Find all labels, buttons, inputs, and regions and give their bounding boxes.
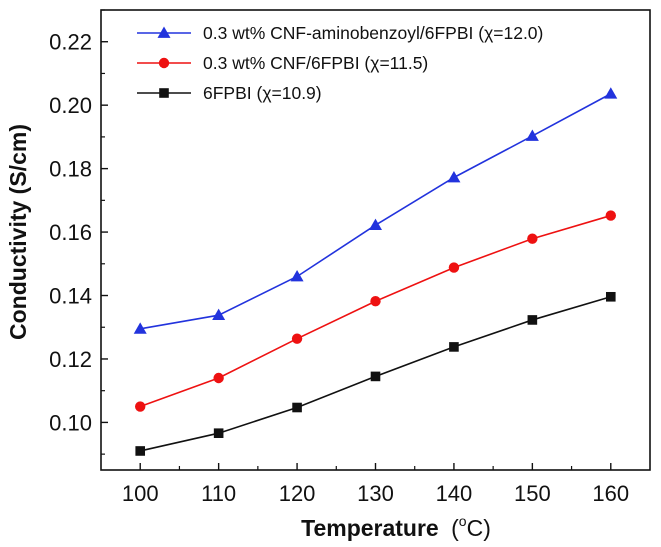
plot-frame <box>100 9 651 471</box>
legend-item-1: 0.3 wt% CNF-aminobenzoyl/6FPBI (χ=12.0) <box>137 23 543 43</box>
legend-label: 6FPBI (χ=10.9) <box>203 83 322 103</box>
y-tick-label: 0.16 <box>49 220 92 245</box>
x-tick-label: 130 <box>357 481 394 506</box>
data-point <box>369 218 382 230</box>
data-point <box>605 291 616 302</box>
data-point <box>213 428 224 438</box>
x-tick-label: 140 <box>436 481 473 506</box>
legend-marker <box>157 26 171 38</box>
legend-label: 0.3 wt% CNF/6FPBI (χ=11.5) <box>203 53 428 73</box>
x-axis-celsius: C) <box>467 515 491 541</box>
series <box>133 87 618 456</box>
y-tick-label: 0.18 <box>49 157 92 182</box>
data-point <box>527 233 538 244</box>
data-point <box>448 262 460 273</box>
x-tick-label: 100 <box>122 481 159 506</box>
axes <box>100 9 651 471</box>
data-point <box>292 402 302 413</box>
x-tick-label: 110 <box>201 481 236 506</box>
data-point <box>213 372 224 384</box>
series-1 <box>133 87 618 334</box>
series-2 <box>135 210 616 412</box>
data-point <box>447 171 461 183</box>
y-axis-title: Conductivity (S/cm) <box>5 124 31 340</box>
data-point <box>135 446 146 456</box>
legend: 0.3 wt% CNF-aminobenzoyl/6FPBI (χ=12.0) 0… <box>137 23 543 103</box>
y-tick-label: 0.20 <box>49 93 92 118</box>
x-tick-label: 150 <box>514 481 551 506</box>
data-point <box>370 371 381 382</box>
data-point <box>212 308 226 321</box>
legend-marker <box>159 88 169 98</box>
legend-item-3: 6FPBI (χ=10.9) <box>137 83 322 103</box>
x-axis-degree: o <box>459 513 467 529</box>
x-axis-title-text: Temperature <box>301 515 439 541</box>
data-point <box>370 296 381 307</box>
data-point <box>605 210 616 221</box>
data-point <box>525 129 539 141</box>
y-tick-label: 0.14 <box>49 284 92 309</box>
data-point <box>604 87 618 99</box>
data-point <box>290 269 304 282</box>
legend-marker <box>158 57 170 69</box>
data-point <box>291 333 303 344</box>
data-point <box>135 401 146 412</box>
x-axis-title: Temperature (oC) <box>301 513 491 541</box>
y-tick-label: 0.12 <box>49 347 92 372</box>
x-axis-title-unit: ( <box>451 515 459 541</box>
ticks: 100 110 120 130 140 150 160 0.10 0.12 0.14 0.16 0.1… <box>49 9 629 506</box>
y-tick-label: 0.22 <box>49 30 92 55</box>
series-line <box>140 93 612 330</box>
x-tick-label: 160 <box>592 481 629 506</box>
legend-label: 0.3 wt% CNF-aminobenzoyl/6FPBI (χ=12.0) <box>203 23 543 43</box>
data-point <box>449 342 459 352</box>
data-point <box>527 315 538 325</box>
data-point <box>133 322 147 334</box>
x-tick-label: 120 <box>279 481 316 506</box>
series-3 <box>135 291 616 456</box>
legend-item-2: 0.3 wt% CNF/6FPBI (χ=11.5) <box>137 53 428 73</box>
y-tick-label: 0.10 <box>49 410 92 435</box>
